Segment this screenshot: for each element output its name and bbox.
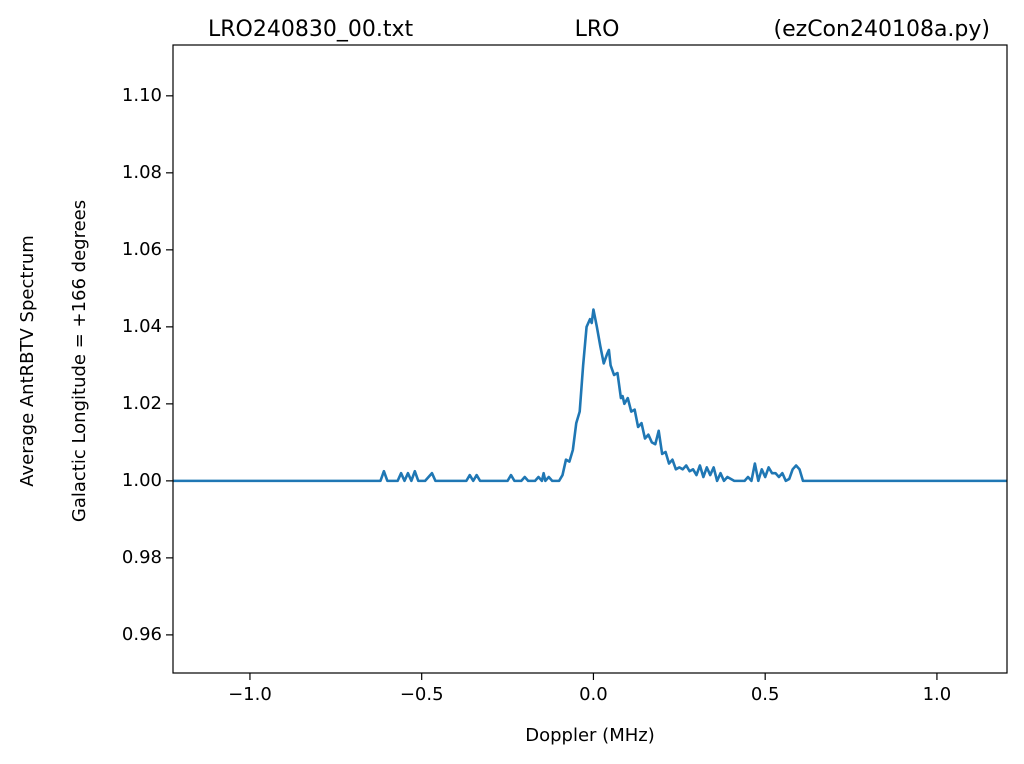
y-tick-label: 0.98	[122, 547, 162, 568]
y-tick-label: 1.02	[122, 393, 162, 414]
y-axis-label: Galactic Longitude = +166 degrees	[69, 200, 90, 522]
chart-title: LRO240830_00.txt	[208, 17, 413, 42]
x-tick-label: −1.0	[228, 684, 272, 705]
y-axis-label: Average AntRBTV Spectrum	[17, 235, 38, 487]
x-tick-label: 0.5	[751, 684, 780, 705]
y-tick-label: 0.96	[122, 624, 162, 645]
x-tick-label: −0.5	[400, 684, 444, 705]
y-tick-label: 1.00	[122, 470, 162, 491]
chart-title: (ezCon240108a.py)	[774, 17, 990, 42]
plot-frame	[172, 44, 1008, 674]
x-tick-label: 1.0	[923, 684, 952, 705]
line	[173, 308, 1007, 483]
chart-title: LRO	[575, 17, 620, 42]
x-axis-label: Doppler (MHz)	[525, 725, 654, 746]
y-tick-label: 1.06	[122, 239, 162, 260]
y-tick-label: 1.10	[122, 85, 162, 106]
y-tick-label: 1.04	[122, 316, 162, 337]
y-tick-label: 1.08	[122, 162, 162, 183]
x-tick-label: 0.0	[579, 684, 608, 705]
